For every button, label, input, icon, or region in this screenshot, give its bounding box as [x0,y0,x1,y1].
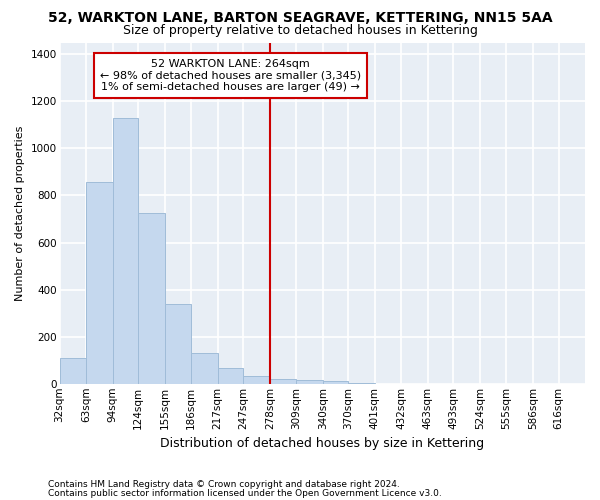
Bar [164,304,191,384]
Bar [138,213,164,384]
Text: Size of property relative to detached houses in Kettering: Size of property relative to detached ho… [122,24,478,37]
Bar [323,381,349,384]
Bar [59,358,86,384]
Text: 52, WARKTON LANE, BARTON SEAGRAVE, KETTERING, NN15 5AA: 52, WARKTON LANE, BARTON SEAGRAVE, KETTE… [47,11,553,25]
Y-axis label: Number of detached properties: Number of detached properties [15,126,25,301]
Bar [270,378,296,384]
Bar [349,382,375,384]
Text: 52 WARKTON LANE: 264sqm
← 98% of detached houses are smaller (3,345)
1% of semi-: 52 WARKTON LANE: 264sqm ← 98% of detache… [100,59,361,92]
Bar [218,368,243,384]
Bar [243,376,270,384]
X-axis label: Distribution of detached houses by size in Kettering: Distribution of detached houses by size … [160,437,484,450]
Bar [113,118,138,384]
Text: Contains HM Land Registry data © Crown copyright and database right 2024.: Contains HM Land Registry data © Crown c… [48,480,400,489]
Bar [191,353,218,384]
Bar [296,380,323,384]
Bar [86,182,113,384]
Text: Contains public sector information licensed under the Open Government Licence v3: Contains public sector information licen… [48,488,442,498]
